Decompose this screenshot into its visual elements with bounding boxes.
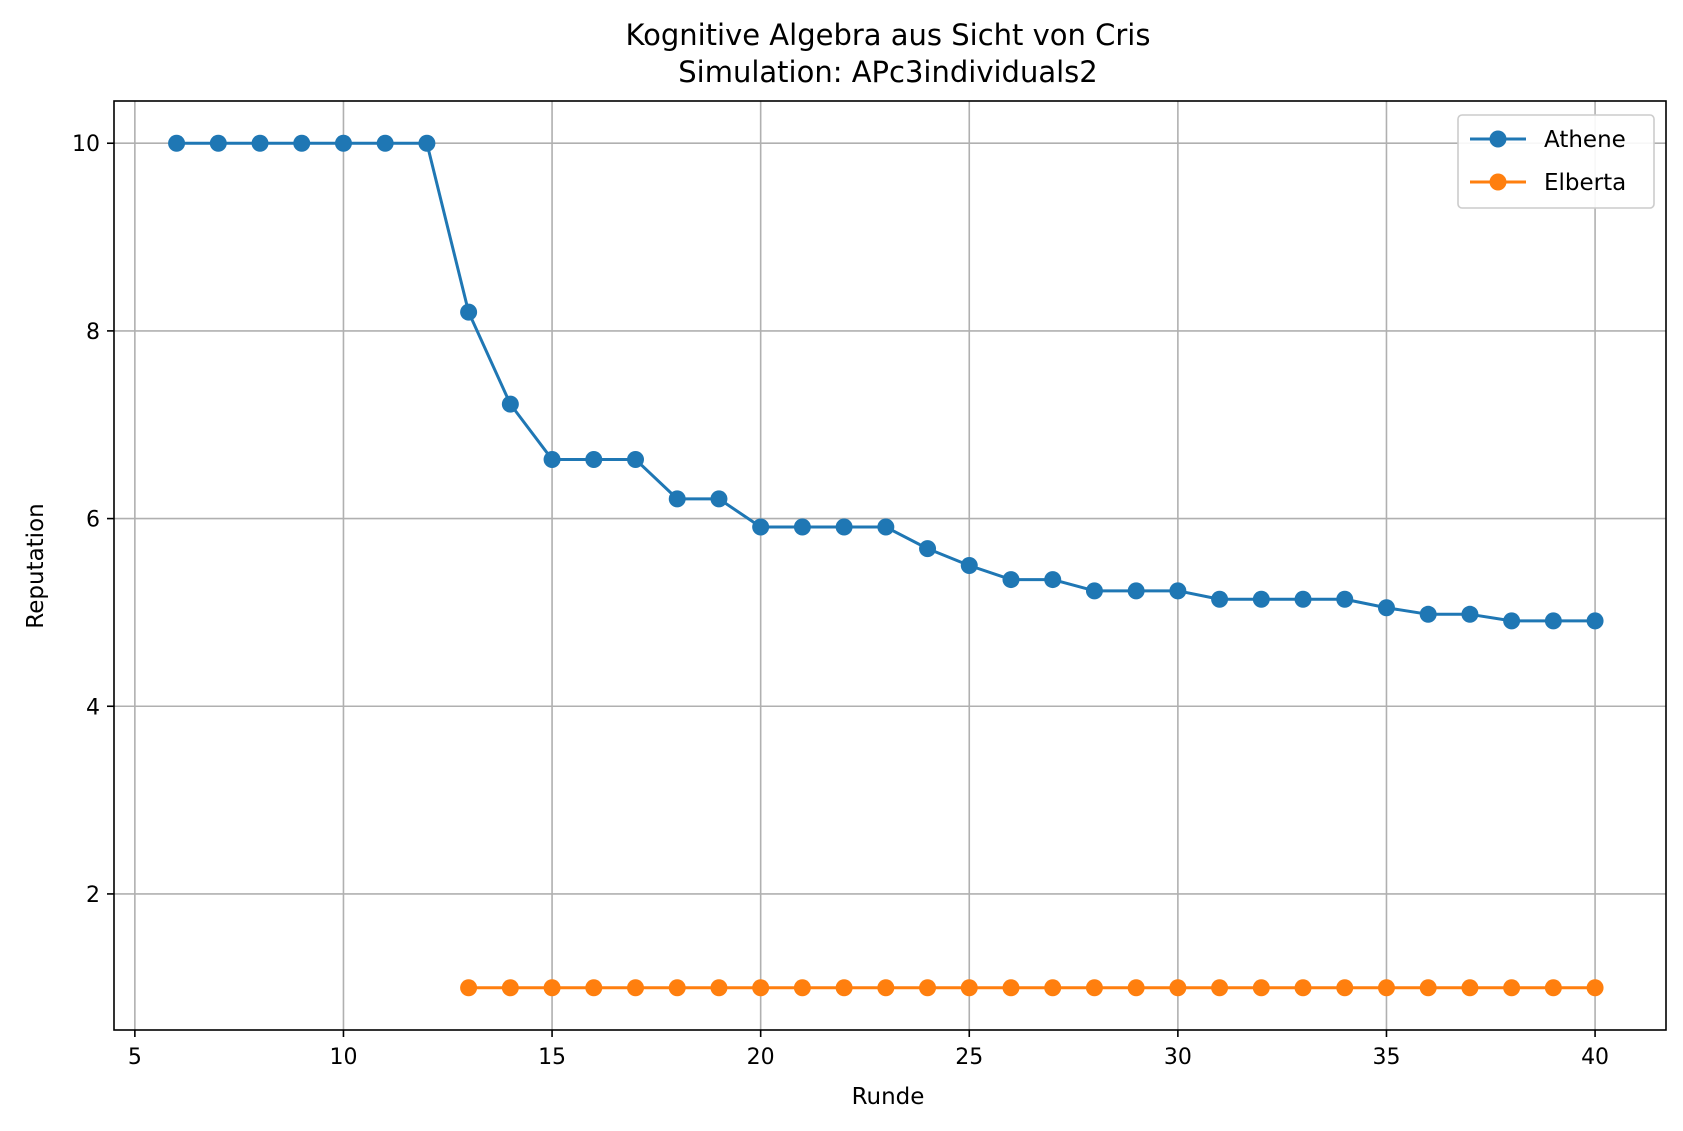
x-tick-label: 20 [747,1045,775,1070]
data-point-athene [1002,571,1020,589]
data-point-elberta [835,979,853,997]
y-tick-label: 4 [86,695,100,720]
data-point-athene [1169,582,1187,600]
data-point-athene [835,518,853,536]
legend-marker-athene [1489,130,1507,148]
data-point-athene [1377,599,1395,617]
data-point-athene [1127,582,1145,600]
y-tick-label: 10 [72,132,100,157]
data-point-elberta [1461,979,1479,997]
series-athene [168,134,1604,630]
series-elberta [460,979,1604,997]
chart-subtitle: Simulation: APc3individuals2 [678,55,1097,89]
chart-title: Kognitive Algebra aus Sicht von Cris [626,18,1151,52]
data-point-elberta [710,979,728,997]
data-point-elberta [1169,979,1187,997]
data-point-elberta [752,979,770,997]
data-point-athene [919,540,937,558]
data-point-elberta [960,979,978,997]
y-tick-label: 2 [86,883,100,908]
data-point-elberta [1419,979,1437,997]
data-point-elberta [1544,979,1562,997]
data-point-athene [543,450,561,468]
x-tick-label: 30 [1164,1045,1192,1070]
y-tick-label: 6 [86,508,100,533]
data-point-athene [334,134,352,152]
data-point-athene [1586,612,1604,630]
legend: Athene Elberta [1457,114,1655,209]
data-point-elberta [1294,979,1312,997]
data-point-elberta [627,979,645,997]
data-point-athene [710,490,728,508]
data-point-elberta [668,979,686,997]
data-point-athene [960,557,978,574]
data-point-elberta [1127,979,1145,997]
x-axis-label: Runde [852,1084,925,1110]
data-point-athene [793,518,811,536]
data-point-athene [627,450,645,468]
data-point-elberta [793,979,811,997]
data-point-elberta [501,979,519,997]
data-point-athene [877,518,895,536]
data-point-elberta [919,979,937,997]
data-point-athene [209,134,227,152]
data-point-athene [251,134,269,152]
data-point-athene [668,490,686,508]
data-point-athene [585,450,603,468]
data-point-elberta [543,979,561,997]
legend-label-elberta: Elberta [1544,170,1626,196]
data-point-athene [1211,590,1229,608]
data-point-athene [501,395,519,413]
data-point-athene [1252,590,1270,608]
data-point-elberta [1377,979,1395,997]
series-layer [168,134,1604,997]
data-point-elberta [1044,979,1062,997]
data-point-athene [1085,582,1103,600]
data-point-athene [1044,571,1062,589]
x-tick-label: 5 [128,1045,142,1070]
data-point-elberta [1503,979,1521,997]
data-point-elberta [1211,979,1229,997]
x-tick-label: 35 [1372,1045,1400,1070]
data-point-athene [752,518,770,536]
x-tick-label: 40 [1581,1045,1609,1070]
x-tick-label: 10 [329,1045,357,1070]
data-point-elberta [585,979,603,997]
y-axis-label: Reputation [23,503,49,628]
y-tick-label: 8 [86,320,100,345]
data-point-athene [460,303,478,321]
axis-ticks: 5 10 15 20 25 30 35 40 2 4 6 8 10 [72,132,1609,1070]
data-point-athene [1419,605,1437,623]
data-point-athene [168,134,186,152]
data-point-elberta [1586,979,1604,997]
x-tick-label: 25 [955,1045,983,1070]
data-point-elberta [1085,979,1103,997]
data-point-athene [293,134,311,152]
data-point-elberta [1252,979,1270,997]
legend-marker-elberta [1489,173,1507,191]
data-point-elberta [1002,979,1020,997]
x-tick-label: 15 [538,1045,566,1070]
data-point-elberta [1336,979,1354,997]
plot-frame [113,100,1667,1031]
data-point-elberta [877,979,895,997]
data-point-athene [1544,612,1562,630]
data-point-athene [1461,605,1479,623]
data-point-athene [376,134,394,152]
data-point-elberta [460,979,478,997]
data-point-athene [1503,612,1521,630]
data-point-athene [1336,590,1354,608]
legend-label-athene: Athene [1544,127,1626,153]
data-point-athene [1294,590,1312,608]
data-point-athene [418,134,436,152]
